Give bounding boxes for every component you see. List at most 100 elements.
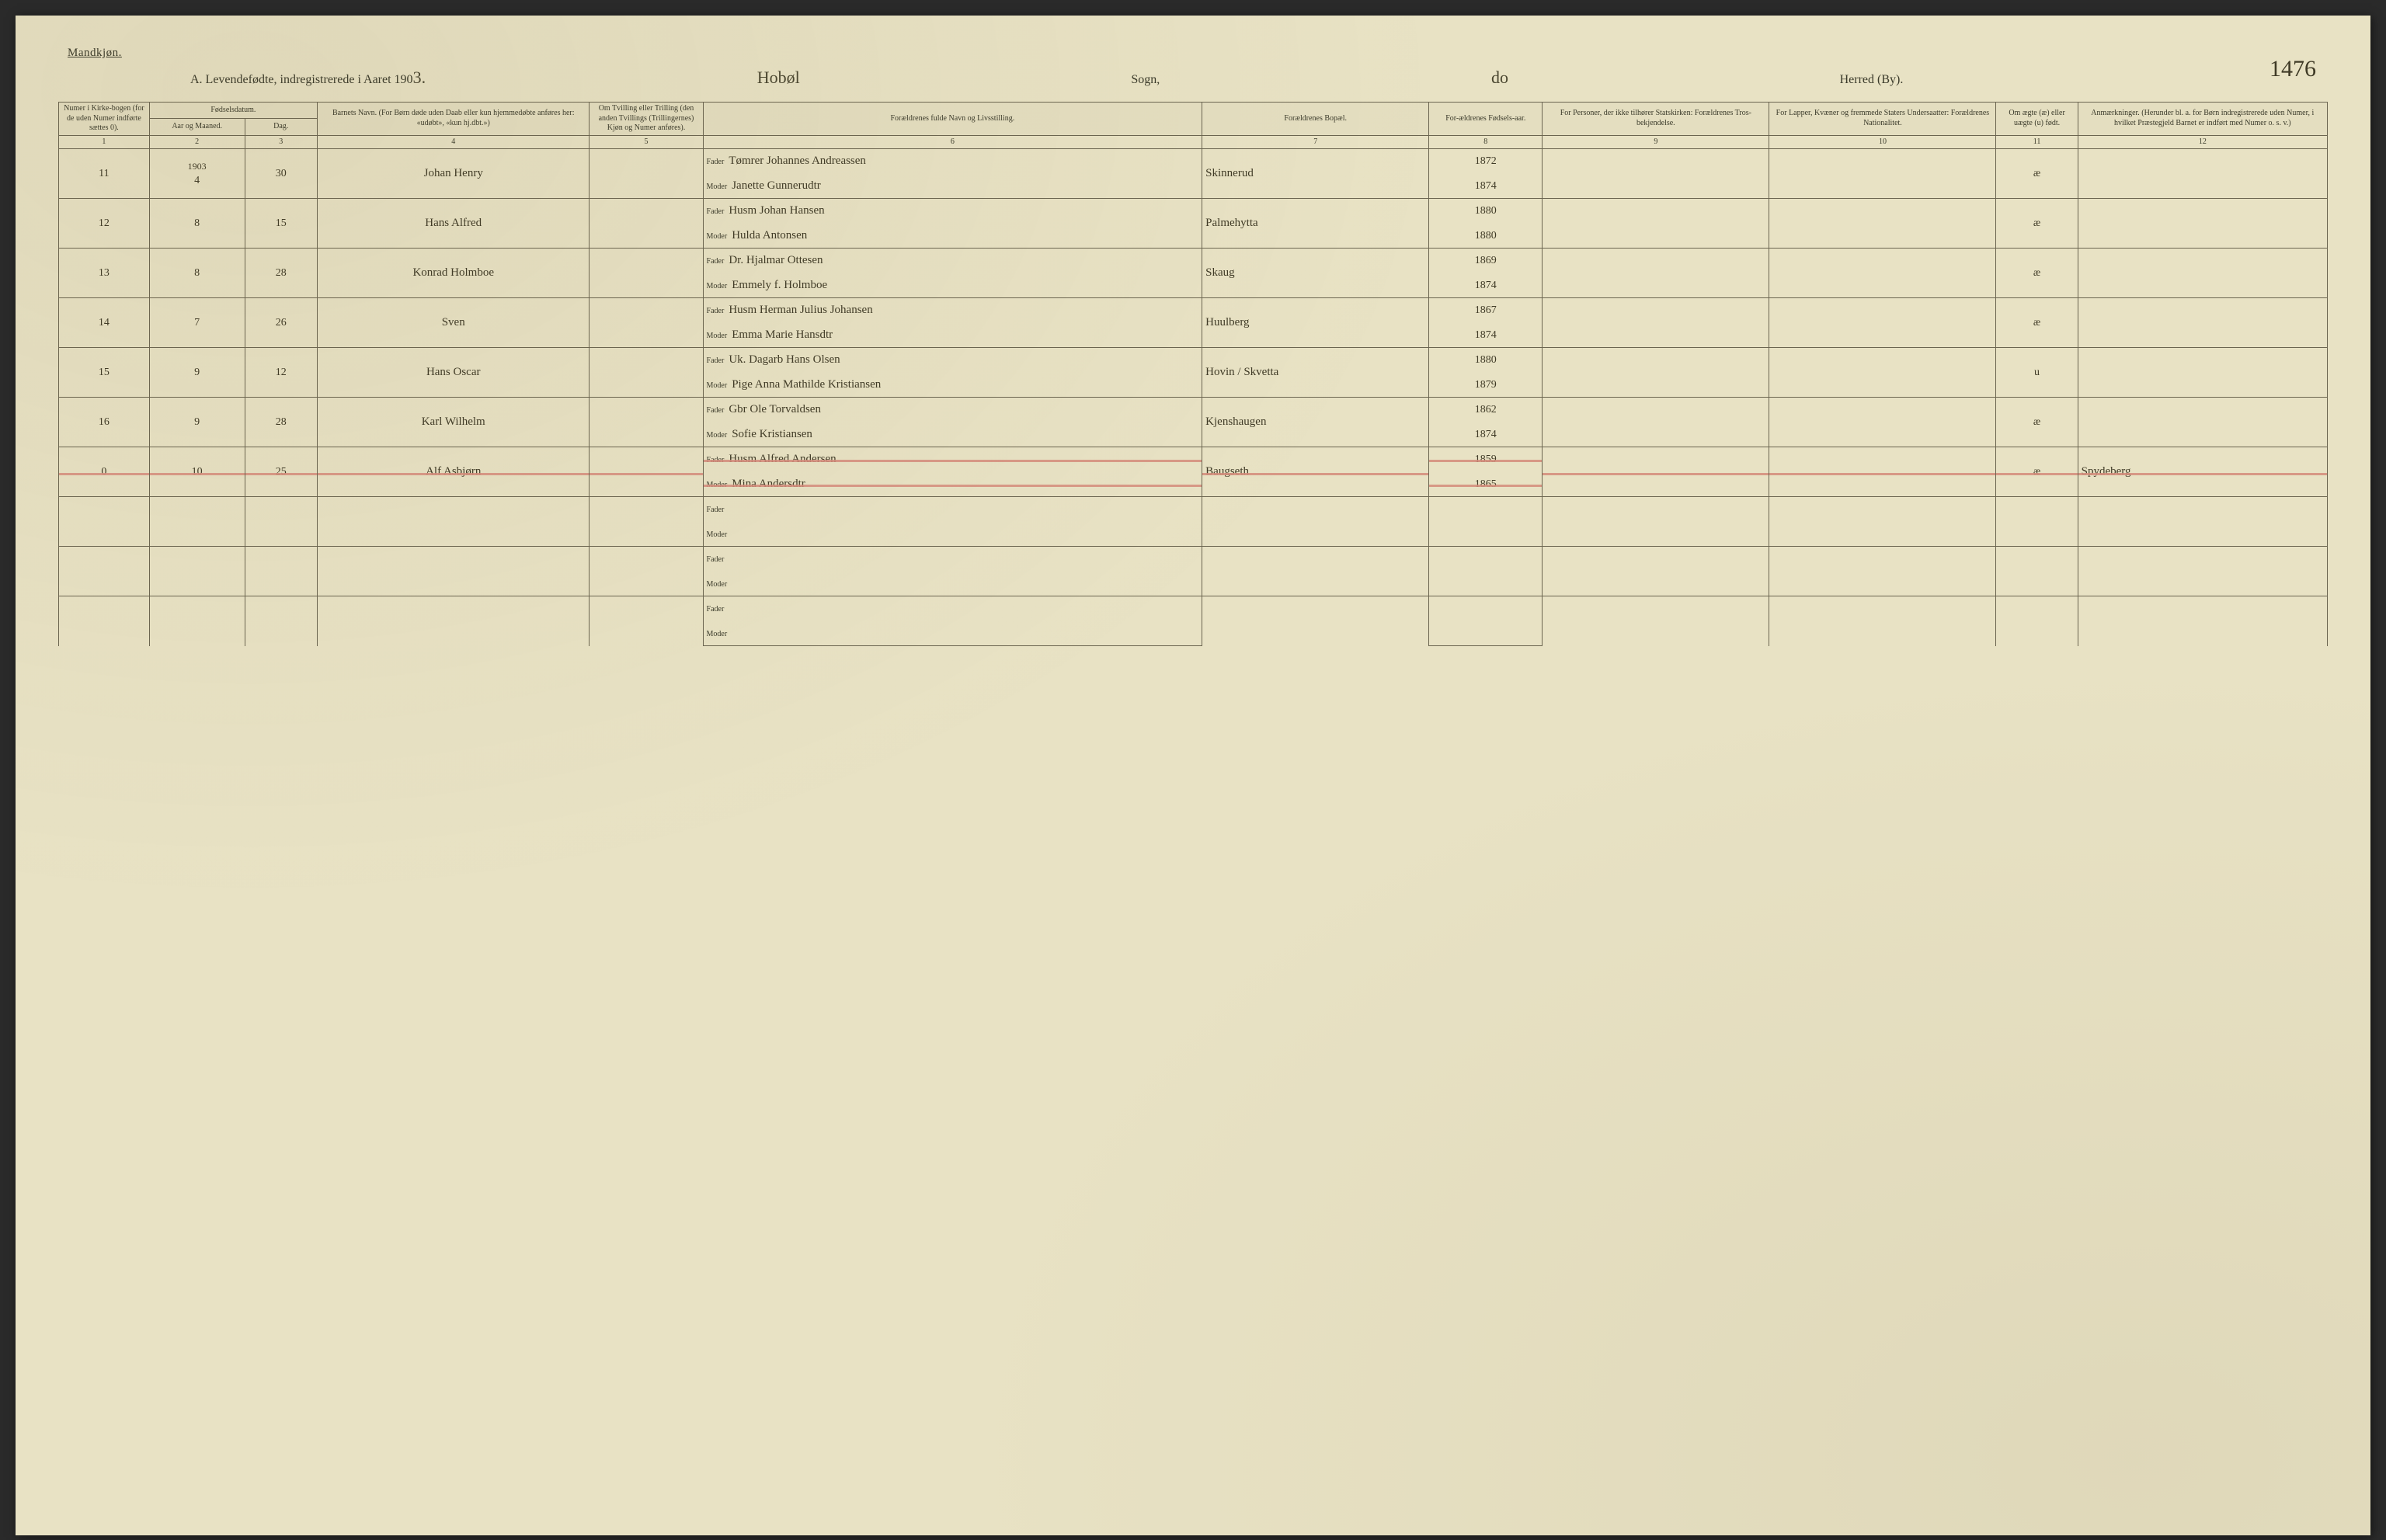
cell: ModerMina Andersdtr: [703, 472, 1202, 497]
cell: Hans Alfred: [317, 199, 590, 249]
cell: Fader: [703, 547, 1202, 572]
cell: 1874: [1429, 174, 1543, 199]
colnum: 6: [703, 135, 1202, 149]
table-row: Fader: [59, 497, 2328, 522]
cell: [1202, 596, 1429, 646]
cell: [2078, 547, 2327, 596]
cell: [1202, 547, 1429, 596]
cell: 8: [149, 199, 245, 249]
cell: [317, 596, 590, 646]
cell: 1862: [1429, 398, 1543, 422]
cell: ModerPige Anna Mathilde Kristiansen: [703, 373, 1202, 398]
cell: [590, 348, 703, 398]
cell: Fader: [703, 497, 1202, 522]
cell: ModerEmmely f. Holmboe: [703, 273, 1202, 298]
cell: Sven: [317, 298, 590, 348]
cell: 1880: [1429, 224, 1543, 249]
colnum: 5: [590, 135, 703, 149]
cell: 10: [149, 447, 245, 497]
cell: 14: [59, 298, 150, 348]
cell: [590, 497, 703, 547]
cell: [1543, 298, 1769, 348]
cell: [245, 497, 317, 547]
cell: [1543, 348, 1769, 398]
cell: 1880: [1429, 199, 1543, 224]
sogn-label: Sogn,: [1131, 73, 1160, 87]
table-row: Fader: [59, 547, 2328, 572]
cell: 1874: [1429, 323, 1543, 348]
cell: æ: [1996, 249, 2078, 298]
col-header-4: Barnets Navn. (For Børn døde uden Daab e…: [317, 103, 590, 136]
cell: [149, 596, 245, 646]
cell: 1867: [1429, 298, 1543, 323]
colnum: 3: [245, 135, 317, 149]
cell: [590, 596, 703, 646]
cell: [1543, 596, 1769, 646]
cell: [1543, 547, 1769, 596]
col-header-10: For Lapper, Kvæner og fremmede Staters U…: [1769, 103, 1996, 136]
cell: [2078, 298, 2327, 348]
register-table: Numer i Kirke-bogen (for de uden Numer i…: [58, 102, 2328, 646]
cell: [1429, 596, 1543, 621]
cell: æ: [1996, 298, 2078, 348]
cell: [149, 547, 245, 596]
cell: [2078, 348, 2327, 398]
table-row: 12815Hans AlfredFaderHusm Johan HansenPa…: [59, 199, 2328, 224]
cell: 28: [245, 249, 317, 298]
cell: [1543, 497, 1769, 547]
cell: 1880: [1429, 348, 1543, 373]
cell: ModerHulda Antonsen: [703, 224, 1202, 249]
cell: Palmehytta: [1202, 199, 1429, 249]
cell: [1996, 596, 2078, 646]
cell: [1543, 447, 1769, 497]
cell: [2078, 497, 2327, 547]
cell: [1769, 447, 1996, 497]
gender-label: Mandkjøn.: [68, 47, 2328, 60]
cell: [1769, 249, 1996, 298]
col-header-2b: Dag.: [245, 119, 317, 135]
cell: FaderHusm Herman Julius Johansen: [703, 298, 1202, 323]
cell: 16: [59, 398, 150, 447]
cell: 0: [59, 447, 150, 497]
cell: 12: [59, 199, 150, 249]
cell: 12: [245, 348, 317, 398]
cell: 26: [245, 298, 317, 348]
cell: [1769, 348, 1996, 398]
title-prefix: A. Levendefødte, indregistrerede i Aaret…: [190, 73, 413, 86]
cell: æ: [1996, 199, 2078, 249]
cell: [245, 596, 317, 646]
cell: 1865: [1429, 472, 1543, 497]
cell: [2078, 398, 2327, 447]
col-header-7: Forældrenes Bopæl.: [1202, 103, 1429, 136]
cell: ModerSofie Kristiansen: [703, 422, 1202, 447]
cell: 13: [59, 249, 150, 298]
table-head: Numer i Kirke-bogen (for de uden Numer i…: [59, 103, 2328, 149]
cell: 28: [245, 398, 317, 447]
cell: Alf Asbjørn: [317, 447, 590, 497]
col-header-12: Anmærkninger. (Herunder bl. a. for Børn …: [2078, 103, 2327, 136]
table-row: 13828Konrad HolmboeFaderDr. Hjalmar Otte…: [59, 249, 2328, 273]
register-page: Mandkjøn. 1476 A. Levendefødte, indregis…: [16, 16, 2370, 1535]
cell: 15: [245, 199, 317, 249]
cell: [245, 547, 317, 596]
cell: [1429, 522, 1543, 547]
cell: FaderDr. Hjalmar Ottesen: [703, 249, 1202, 273]
cell: Karl Wilhelm: [317, 398, 590, 447]
cell: Moder: [703, 621, 1202, 646]
colnum: 1: [59, 135, 150, 149]
cell: Kjenshaugen: [1202, 398, 1429, 447]
table-row: 14726SvenFaderHusm Herman Julius Johanse…: [59, 298, 2328, 323]
cell: ModerEmma Marie Hansdtr: [703, 323, 1202, 348]
cell: [1769, 298, 1996, 348]
cell: Konrad Holmboe: [317, 249, 590, 298]
cell: [59, 596, 150, 646]
cell: 1859: [1429, 447, 1543, 472]
cell: FaderTømrer Johannes Andreassen: [703, 149, 1202, 174]
cell: [590, 298, 703, 348]
table-row: 111903430Johan HenryFaderTømrer Johannes…: [59, 149, 2328, 174]
cell: [59, 547, 150, 596]
cell: [1769, 497, 1996, 547]
cell: [1429, 497, 1543, 522]
cell: 8: [149, 249, 245, 298]
cell: Skaug: [1202, 249, 1429, 298]
